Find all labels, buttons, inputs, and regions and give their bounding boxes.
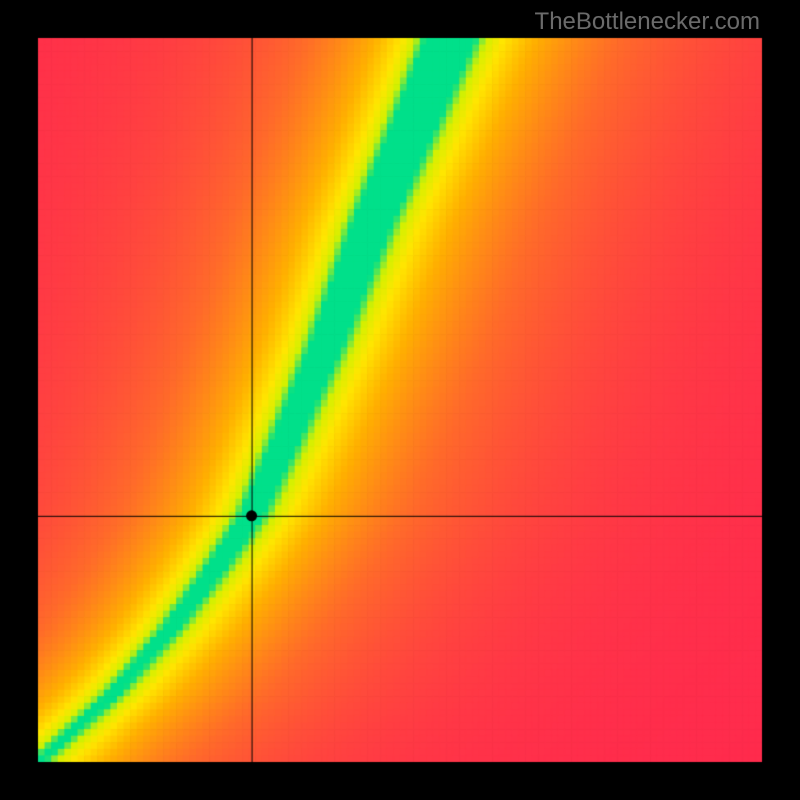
watermark-text: TheBottlenecker.com [535, 8, 760, 36]
bottleneck-heatmap [0, 0, 800, 800]
chart-container: TheBottlenecker.com [0, 0, 800, 800]
